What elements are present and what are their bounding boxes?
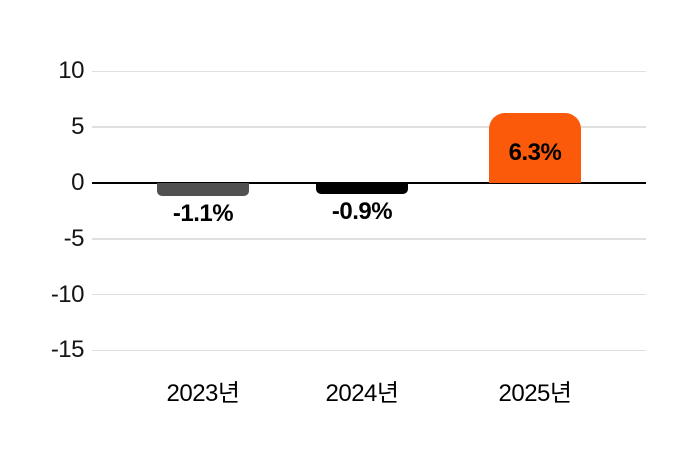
- y-tick-label: 10: [58, 57, 84, 85]
- y-tick-label: -5: [63, 224, 85, 252]
- x-tick-label-2023: 2023년: [166, 380, 240, 407]
- gridline: [92, 349, 646, 352]
- gridline: [92, 70, 646, 73]
- y-tick-label: 5: [71, 113, 84, 141]
- bar-2023: [157, 183, 249, 197]
- value-label-2023: -1.1%: [172, 200, 234, 228]
- gridline: [92, 293, 646, 296]
- y-tick-label: -15: [50, 336, 85, 364]
- y-tick-label: -10: [50, 280, 85, 308]
- y-tick-label: 0: [71, 169, 84, 196]
- value-label-2025: 6.3%: [508, 138, 562, 166]
- bar-2024: [316, 183, 408, 195]
- bar-2025: [489, 112, 581, 183]
- x-tick-label-2024: 2024년: [325, 380, 399, 407]
- gridline: [92, 126, 646, 128]
- x-tick-label-2025: 2025년: [498, 380, 572, 407]
- value-label-2024: -0.9%: [331, 198, 393, 226]
- gridline: [92, 238, 646, 240]
